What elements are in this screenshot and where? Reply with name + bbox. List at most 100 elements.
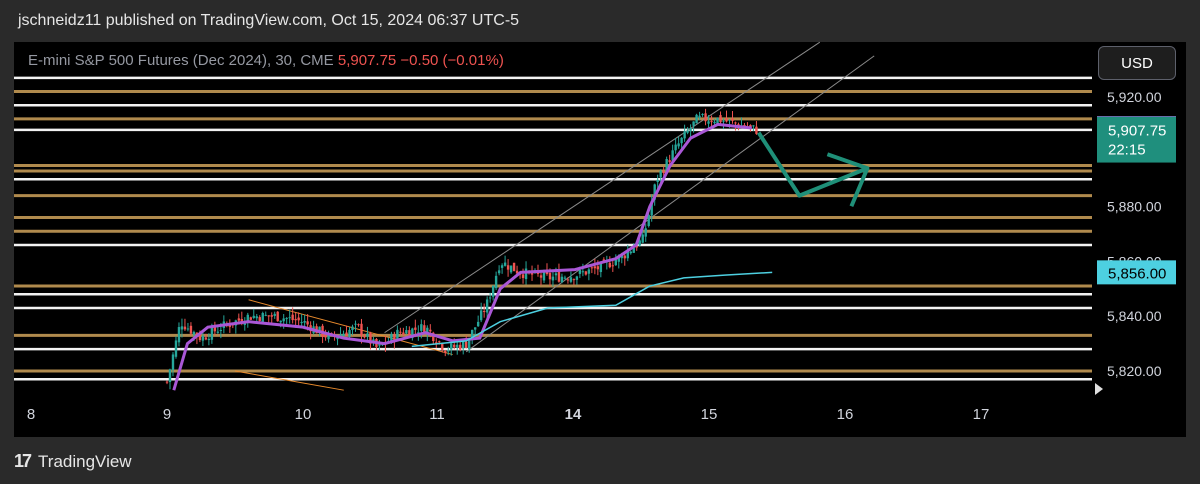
candle-body[interactable] (692, 121, 695, 126)
candle-body[interactable] (438, 341, 441, 343)
candle-body[interactable] (198, 334, 202, 341)
candle-body[interactable] (731, 118, 734, 121)
candle-body[interactable] (506, 265, 510, 270)
candle-body[interactable] (752, 125, 755, 127)
candle-body[interactable] (491, 285, 495, 297)
candle-body[interactable] (500, 265, 504, 268)
currency-button[interactable]: USD (1098, 46, 1176, 80)
candle-body[interactable] (482, 310, 486, 313)
candle-body[interactable] (650, 200, 653, 216)
candle-body[interactable] (336, 337, 339, 340)
candle-body[interactable] (485, 299, 489, 313)
candle-body[interactable] (539, 275, 543, 278)
candle-body[interactable] (402, 332, 405, 335)
candle-body[interactable] (707, 121, 710, 124)
candle-body[interactable] (635, 245, 638, 248)
candle-body[interactable] (216, 331, 220, 333)
candle-body[interactable] (473, 327, 477, 330)
candle-body[interactable] (165, 381, 169, 383)
candle-body[interactable] (617, 255, 620, 262)
candle-body[interactable] (435, 342, 438, 344)
candle-body[interactable] (345, 332, 348, 336)
candle-body[interactable] (396, 329, 399, 341)
candle-body[interactable] (369, 332, 372, 344)
candle-body[interactable] (186, 328, 190, 330)
candle-body[interactable] (240, 319, 243, 324)
scroll-to-latest-icon[interactable] (1095, 383, 1103, 395)
candle-body[interactable] (420, 324, 423, 331)
vwap-purple-line[interactable] (172, 122, 752, 391)
candle-body[interactable] (728, 119, 731, 121)
candle-body[interactable] (716, 117, 719, 124)
candle-body[interactable] (524, 268, 528, 280)
candle-body[interactable] (168, 369, 172, 383)
candle-body[interactable] (444, 350, 447, 353)
candle-body[interactable] (210, 327, 214, 340)
candle-body[interactable] (429, 329, 432, 332)
candle-body[interactable] (656, 179, 659, 183)
candle-body[interactable] (465, 341, 468, 348)
candle-body[interactable] (174, 340, 178, 357)
candle-body[interactable] (282, 318, 285, 322)
candle-body[interactable] (237, 318, 241, 321)
price-axis[interactable] (1092, 42, 1186, 437)
candle-body[interactable] (456, 344, 459, 348)
candle-body[interactable] (674, 144, 677, 151)
tradingview-brand[interactable]: 17 TradingView (14, 451, 132, 472)
candle-body[interactable] (644, 228, 647, 237)
candle-body[interactable] (171, 354, 175, 370)
vwap-cyan-line[interactable] (411, 271, 773, 348)
candle-body[interactable] (285, 318, 288, 320)
candle-body[interactable] (497, 270, 501, 274)
candle-body[interactable] (183, 326, 187, 330)
candle-body[interactable] (306, 321, 309, 325)
candle-body[interactable] (351, 326, 354, 330)
candle-body[interactable] (201, 335, 205, 341)
candle-body[interactable] (354, 323, 357, 325)
channel-lower-line[interactable] (465, 55, 875, 353)
candle-body[interactable] (180, 326, 184, 330)
candle-body[interactable] (459, 344, 462, 350)
candle-body[interactable] (258, 317, 261, 321)
candle-body[interactable] (243, 322, 246, 325)
candle-body[interactable] (399, 331, 402, 333)
candle-body[interactable] (623, 255, 626, 259)
candle-body[interactable] (587, 269, 591, 274)
candle-body[interactable] (288, 317, 291, 319)
candle-body[interactable] (698, 115, 701, 118)
candle-body[interactable] (411, 328, 414, 339)
last-price-badge[interactable] (1097, 116, 1176, 163)
candle-body[interactable] (423, 325, 426, 333)
candle-body[interactable] (255, 316, 258, 319)
cyan-price-badge[interactable] (1097, 260, 1176, 285)
candle-body[interactable] (677, 143, 680, 147)
candle-body[interactable] (177, 327, 181, 343)
candle-body[interactable] (348, 329, 351, 337)
candle-body[interactable] (722, 120, 725, 122)
candle-body[interactable] (671, 150, 674, 161)
candle-body[interactable] (219, 329, 223, 331)
candle-body[interactable] (569, 277, 573, 282)
candle-body[interactable] (204, 337, 208, 340)
candle-body[interactable] (363, 336, 366, 338)
candle-body[interactable] (509, 265, 513, 273)
candle-body[interactable] (590, 267, 594, 269)
candle-body[interactable] (521, 274, 525, 279)
candle-body[interactable] (647, 214, 650, 227)
candle-body[interactable] (249, 317, 252, 320)
candle-body[interactable] (453, 344, 456, 348)
candle-body[interactable] (608, 262, 612, 268)
candle-body[interactable] (390, 333, 393, 342)
candle-body[interactable] (515, 270, 519, 274)
candle-body[interactable] (713, 121, 716, 124)
candle-body[interactable] (327, 333, 330, 340)
candle-body[interactable] (614, 259, 617, 266)
candle-body[interactable] (366, 333, 369, 337)
candle-body[interactable] (710, 121, 713, 123)
candle-body[interactable] (417, 332, 420, 334)
candle-body[interactable] (192, 331, 196, 335)
candle-body[interactable] (264, 314, 267, 316)
candle-body[interactable] (246, 314, 249, 321)
candle-body[interactable] (324, 334, 327, 338)
candle-body[interactable] (273, 313, 276, 316)
